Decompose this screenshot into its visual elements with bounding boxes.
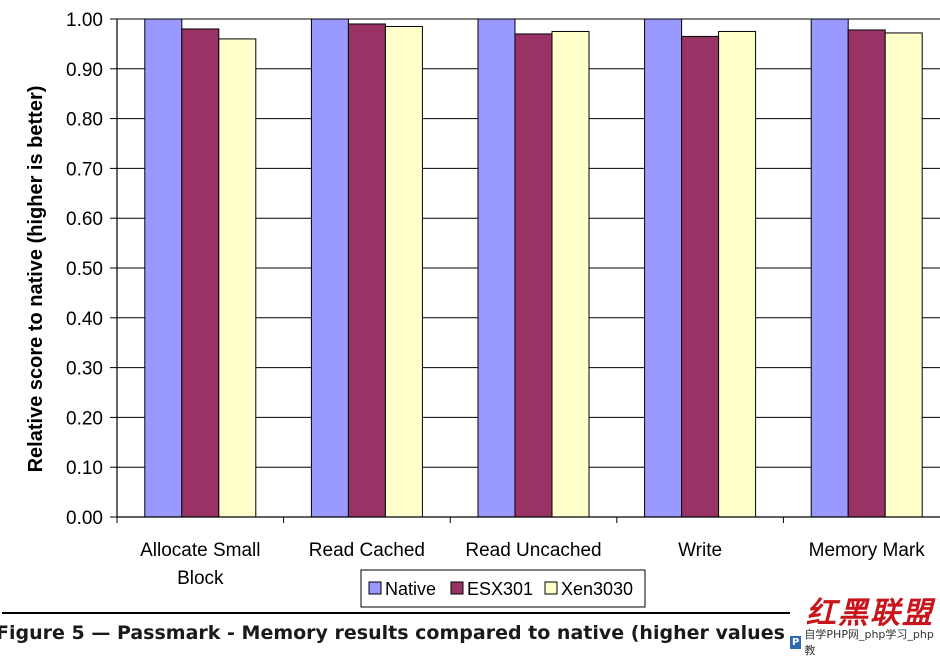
bar-chart: 0.00 0.10 0.20 0.30 0.40 0.50 0.60 0.70 0.80 0.90… (2, 10, 940, 614)
y-tick-label: 0.60 (66, 209, 103, 230)
x-category-label: Block (177, 568, 224, 589)
bar-native (810, 18, 849, 518)
legend-swatch-esx301 (450, 581, 464, 595)
bar-native (477, 18, 516, 518)
bar-esx301 (681, 35, 720, 518)
bar-xen3030 (718, 30, 757, 518)
bar-native (310, 18, 349, 518)
legend-swatch-native (368, 581, 382, 595)
y-tick-label: 0.40 (66, 309, 103, 330)
y-tick-label: 0.50 (66, 259, 103, 280)
bar-xen3030 (384, 25, 423, 518)
legend-label-xen3030: Xen3030 (561, 579, 633, 599)
x-category-label: Allocate Small (140, 540, 260, 561)
bar-esx301 (347, 23, 386, 518)
legend: Native ESX301 Xen3030 (360, 569, 646, 608)
bar-xen3030 (218, 38, 257, 518)
x-category-label: Read Uncached (465, 540, 601, 561)
watermark: 红黑联盟 P 自学PHP网_php学习_php教 (790, 588, 940, 657)
y-tick-label: 0.30 (66, 359, 103, 380)
watermark-logo: 红黑联盟 (806, 596, 934, 631)
figure-divider (2, 612, 938, 614)
y-tick-label: 1.00 (66, 10, 103, 31)
y-tick-label: 0.10 (66, 458, 103, 479)
bar-xen3030 (551, 30, 590, 518)
php-badge-icon: P (790, 635, 802, 649)
bar-native (144, 18, 183, 518)
y-tick-label: 0.90 (66, 60, 103, 81)
bar-xen3030 (884, 32, 923, 518)
x-category-label: Write (678, 540, 722, 561)
figure-caption: Figure 5 — Passmark - Memory results com… (0, 622, 805, 644)
y-axis-label: Relative score to native (higher is bett… (25, 86, 47, 473)
y-tick-labels: 0.00 0.10 0.20 0.30 0.40 0.50 0.60 0.70 0.80 0.90… (66, 10, 103, 529)
legend-label-esx301: ESX301 (467, 579, 533, 599)
bar-esx301 (181, 28, 220, 518)
x-category-label: Read Cached (309, 540, 425, 561)
y-tick-label: 0.20 (66, 408, 103, 429)
watermark-site-text: P 自学PHP网_php学习_php教 (790, 626, 938, 658)
y-tick-label: 0.70 (66, 159, 103, 180)
y-tick-label: 0.00 (66, 508, 103, 529)
bar-native (644, 18, 683, 518)
x-category-labels: Allocate Small Block Read Cached Read Uncac… (140, 540, 925, 589)
legend-swatch-xen3030 (544, 581, 558, 595)
legend-label-native: Native (385, 579, 436, 599)
axes (110, 18, 940, 523)
bar-esx301 (514, 33, 553, 518)
bar-esx301 (847, 29, 886, 518)
legend-box (360, 569, 646, 608)
y-tick-label: 0.80 (66, 110, 103, 131)
watermark-site-label: 自学PHP网_php学习_php教 (804, 628, 934, 657)
x-category-label: Memory Mark (809, 540, 926, 561)
